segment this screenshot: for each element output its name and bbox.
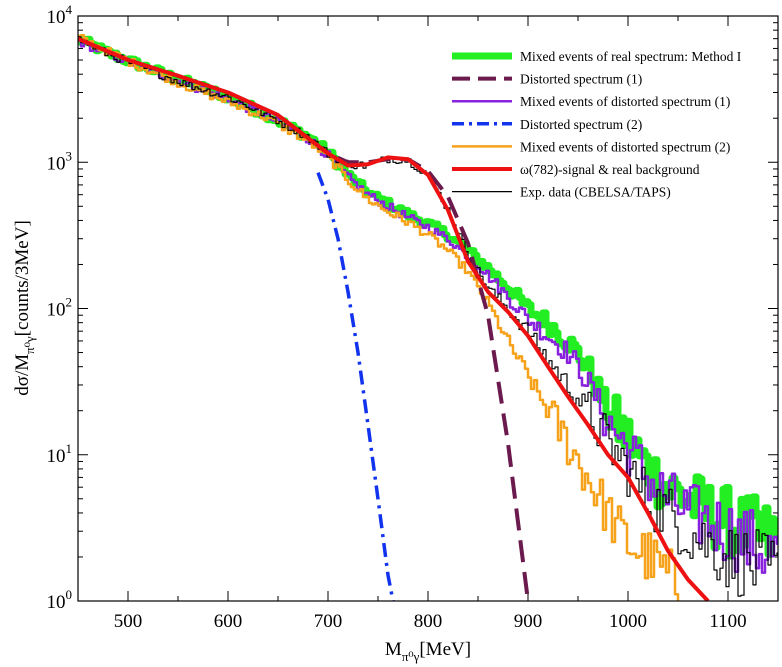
- legend-label: Mixed events of distorted spectrum (2): [520, 139, 730, 154]
- legend-label: Mixed events of real spectrum: Method I: [520, 49, 742, 64]
- series-line: [78, 36, 710, 601]
- x-tick-label: 900: [514, 611, 543, 632]
- y-axis-label-unit: [counts/3MeV]: [12, 220, 33, 336]
- y-tick-label-base: 10: [47, 7, 66, 28]
- y-tick-label: 104: [47, 2, 73, 28]
- x-axis-label-sub: π⁰γ: [402, 649, 420, 664]
- y-axis-label: dσ/Mπ⁰γ[counts/3MeV]: [12, 220, 37, 396]
- x-axis-label-main: M: [385, 639, 402, 660]
- y-tick-label: 103: [47, 148, 73, 174]
- y-tick-label: 102: [47, 295, 73, 321]
- y-tick-label-exp: 0: [66, 587, 73, 602]
- legend-label: Distorted spectrum (2): [520, 117, 642, 132]
- y-tick-label-exp: 1: [66, 441, 73, 456]
- x-tick-label: 600: [214, 611, 243, 632]
- legend-label: Mixed events of distorted spectrum (1): [520, 94, 730, 109]
- y-tick-label: 101: [47, 441, 73, 467]
- legend-label: ω(782)-signal & real background: [520, 162, 700, 177]
- y-tick-label-base: 10: [47, 300, 66, 321]
- legend: Mixed events of real spectrum: Method I D…: [452, 49, 742, 200]
- series-layer: [78, 34, 778, 601]
- series-line: [78, 39, 778, 574]
- y-axis-label-main: dσ/M: [12, 354, 33, 396]
- x-tick-label: 500: [114, 611, 143, 632]
- y-tick-label-base: 10: [47, 592, 66, 613]
- x-tick-label: 1000: [609, 611, 647, 632]
- y-tick-label-exp: 4: [66, 2, 73, 17]
- x-tick-label: 800: [414, 611, 443, 632]
- y-tick-label-base: 10: [47, 153, 66, 174]
- y-tick-label-exp: 3: [66, 148, 73, 163]
- x-axis-label-unit: [MeV]: [419, 639, 471, 660]
- y-tick-label: 100: [47, 587, 73, 613]
- x-tick-label: 1100: [709, 611, 746, 632]
- axis-ticks: [77, 16, 779, 602]
- legend-label: Exp. data (CBELSA/TAPS): [520, 185, 671, 200]
- series-line: [316, 171, 395, 601]
- series-line: [78, 36, 778, 597]
- y-axis-label-sub: π⁰γ: [22, 336, 37, 354]
- y-tick-label-base: 10: [47, 446, 66, 467]
- legend-label: Distorted spectrum (1): [520, 72, 642, 87]
- x-axis-label: Mπ⁰γ[MeV]: [385, 639, 471, 664]
- x-tick-label: 700: [314, 611, 343, 632]
- plot-frame: [77, 15, 779, 602]
- x-tick-labels: 500 600 700 800 900 1000 1100: [114, 611, 747, 632]
- y-tick-label-exp: 2: [66, 295, 73, 310]
